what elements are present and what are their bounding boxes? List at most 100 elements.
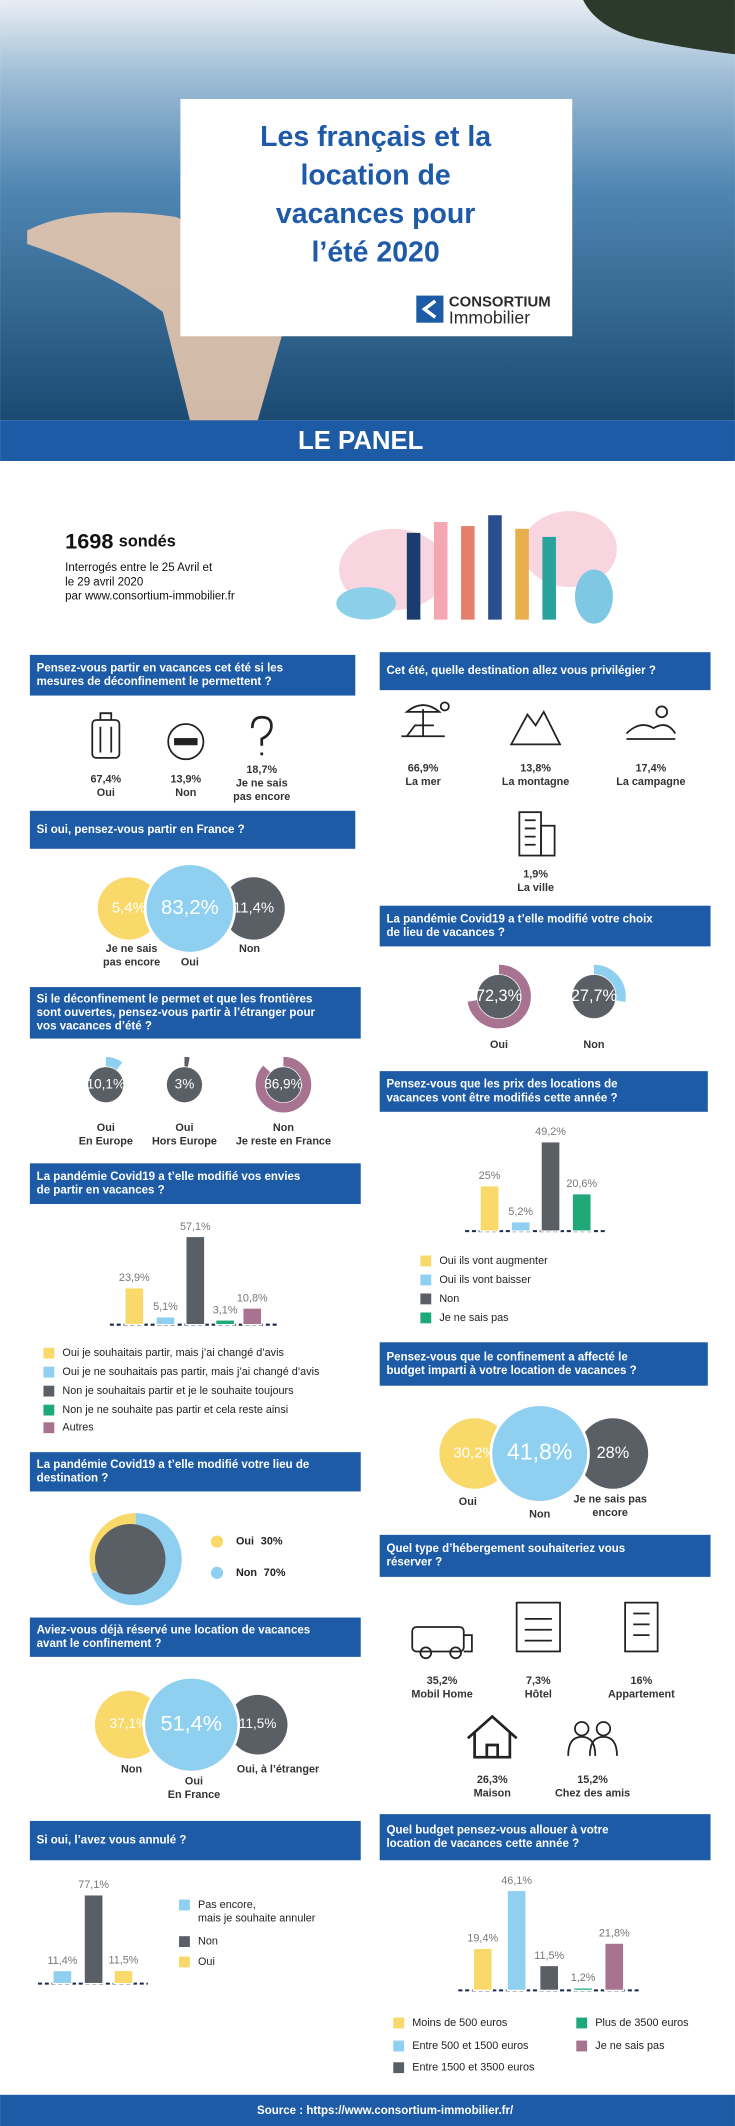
item-name: Non je ne souhaite pas partir et cela re… bbox=[62, 1404, 288, 1416]
item-name: La ville bbox=[517, 882, 554, 894]
footer-source: Source : https://www.consortium-immobili… bbox=[257, 2105, 514, 2117]
item-value: 13,8% bbox=[520, 763, 551, 775]
icon-part bbox=[595, 1721, 612, 1737]
legend-name: Oui bbox=[236, 1535, 254, 1547]
donut-arc bbox=[156, 1056, 213, 1113]
item-name: pas encore bbox=[233, 791, 290, 803]
bar bbox=[539, 1964, 560, 1992]
legend-swatch bbox=[420, 1274, 432, 1286]
legend-swatch bbox=[393, 2017, 405, 2029]
question-text: réserver ? bbox=[386, 1557, 442, 1569]
question-text: Pensez-vous que le confinement a affecté… bbox=[386, 1351, 628, 1363]
icon-part bbox=[401, 704, 445, 738]
legend-swatch bbox=[420, 1293, 432, 1305]
bar-value: 46,1% bbox=[501, 1875, 532, 1887]
icon-hotel bbox=[515, 1601, 561, 1653]
icon-part bbox=[439, 701, 450, 712]
question-text: Si oui, pensez-vous partir en France ? bbox=[37, 824, 245, 836]
icon-part bbox=[625, 724, 677, 740]
legend-swatch bbox=[393, 2040, 405, 2052]
item-value: 15,2% bbox=[577, 1774, 608, 1786]
item-name: En Europe bbox=[79, 1135, 133, 1147]
item-name: Oui je souhaitais partir, mais j’ai chan… bbox=[62, 1347, 284, 1359]
venn-circle bbox=[143, 862, 236, 955]
panel-count: 1698 sondés bbox=[65, 528, 176, 553]
item-name: Non je souhaitais partir et je le souhai… bbox=[62, 1385, 294, 1397]
venn-circle bbox=[222, 877, 285, 940]
icon-part bbox=[167, 723, 205, 761]
bar bbox=[124, 1287, 145, 1326]
icon-part bbox=[624, 1601, 659, 1653]
icon-part bbox=[509, 710, 562, 746]
title-line: l’été 2020 bbox=[312, 237, 440, 269]
legend-swatch bbox=[43, 1385, 55, 1397]
item-name: Je ne sais pas bbox=[439, 1312, 509, 1324]
icon-country bbox=[625, 705, 677, 740]
item-name: Non bbox=[583, 1039, 604, 1051]
item-name: Oui, à l’étranger bbox=[237, 1763, 320, 1775]
legend-name: Non bbox=[236, 1567, 257, 1579]
legend-swatch bbox=[576, 2017, 588, 2029]
question-text: Cet été, quelle destination allez vous p… bbox=[386, 665, 655, 677]
icon-part bbox=[449, 1646, 462, 1660]
item-name: encore bbox=[592, 1507, 628, 1519]
person bbox=[488, 515, 502, 620]
item-value: 7,3% bbox=[526, 1675, 551, 1687]
item-value: 1,9% bbox=[523, 868, 548, 880]
question-box bbox=[29, 1163, 361, 1205]
bar-value: 57,1% bbox=[180, 1221, 211, 1233]
bar bbox=[113, 1969, 134, 1985]
item-value: 13,9% bbox=[170, 773, 201, 785]
item-name: La montagne bbox=[502, 776, 569, 788]
logo-name: CONSORTIUM bbox=[449, 294, 551, 310]
bar bbox=[510, 1221, 531, 1232]
bar bbox=[155, 1316, 176, 1326]
question-text: budget imparti à votre location de vacan… bbox=[386, 1365, 636, 1377]
item-name: Oui bbox=[181, 957, 199, 969]
item-value: 16% bbox=[631, 1675, 653, 1687]
logo-sub: Immobilier bbox=[449, 307, 530, 327]
bar bbox=[506, 1889, 527, 1992]
icon-part bbox=[99, 712, 113, 753]
legend-swatch bbox=[43, 1347, 55, 1359]
icon-part bbox=[567, 1735, 618, 1756]
panel-line: par www.consortium-immobilier.fr bbox=[65, 591, 235, 603]
item-name: La mer bbox=[405, 776, 441, 788]
bar bbox=[185, 1235, 206, 1326]
donut-value: 72,3% bbox=[476, 987, 522, 1005]
question-box bbox=[379, 1071, 708, 1112]
question-box bbox=[29, 1452, 361, 1492]
question-text: Quel budget pensez-vous allouer à votre bbox=[386, 1824, 609, 1836]
person bbox=[515, 528, 529, 620]
item-name: Non bbox=[239, 943, 260, 955]
person bbox=[433, 522, 448, 620]
logo-mark bbox=[416, 295, 444, 323]
question-text: La pandémie Covid19 a t’elle modifié vot… bbox=[386, 913, 653, 925]
question-box bbox=[379, 1534, 711, 1577]
item-name: Non bbox=[175, 787, 196, 799]
item-name: Je ne sais pas bbox=[573, 1493, 646, 1505]
icon-part bbox=[466, 1714, 518, 1759]
bar bbox=[479, 1185, 500, 1232]
question-text: Pensez-vous partir en vacances cet été s… bbox=[37, 662, 283, 674]
icon-part bbox=[633, 1612, 650, 1637]
bar-value: 49,2% bbox=[535, 1126, 566, 1138]
item-name: Maison bbox=[474, 1788, 511, 1800]
donut-arc bbox=[255, 1056, 312, 1113]
legend-text: Oui 30% bbox=[236, 1535, 283, 1547]
item-name: Oui bbox=[97, 1122, 115, 1134]
panel-line: Interrogés entre le 25 Avril et bbox=[65, 562, 213, 574]
question-box bbox=[29, 654, 356, 696]
question-text: vacances vont être modifiés cette année … bbox=[386, 1092, 617, 1104]
item-name: Oui ils vont augmenter bbox=[439, 1255, 548, 1267]
bar-value: 19,4% bbox=[467, 1933, 498, 1945]
icon-mountain bbox=[509, 710, 562, 746]
venn-value: 37,1% bbox=[110, 1716, 148, 1731]
logo-glyph bbox=[421, 299, 437, 319]
person bbox=[406, 532, 421, 620]
bar bbox=[472, 1947, 493, 1992]
item-name: mais je souhaite annuler bbox=[198, 1912, 316, 1924]
venn-value: 30,2% bbox=[453, 1445, 495, 1461]
item-value: 66,9% bbox=[408, 763, 439, 775]
